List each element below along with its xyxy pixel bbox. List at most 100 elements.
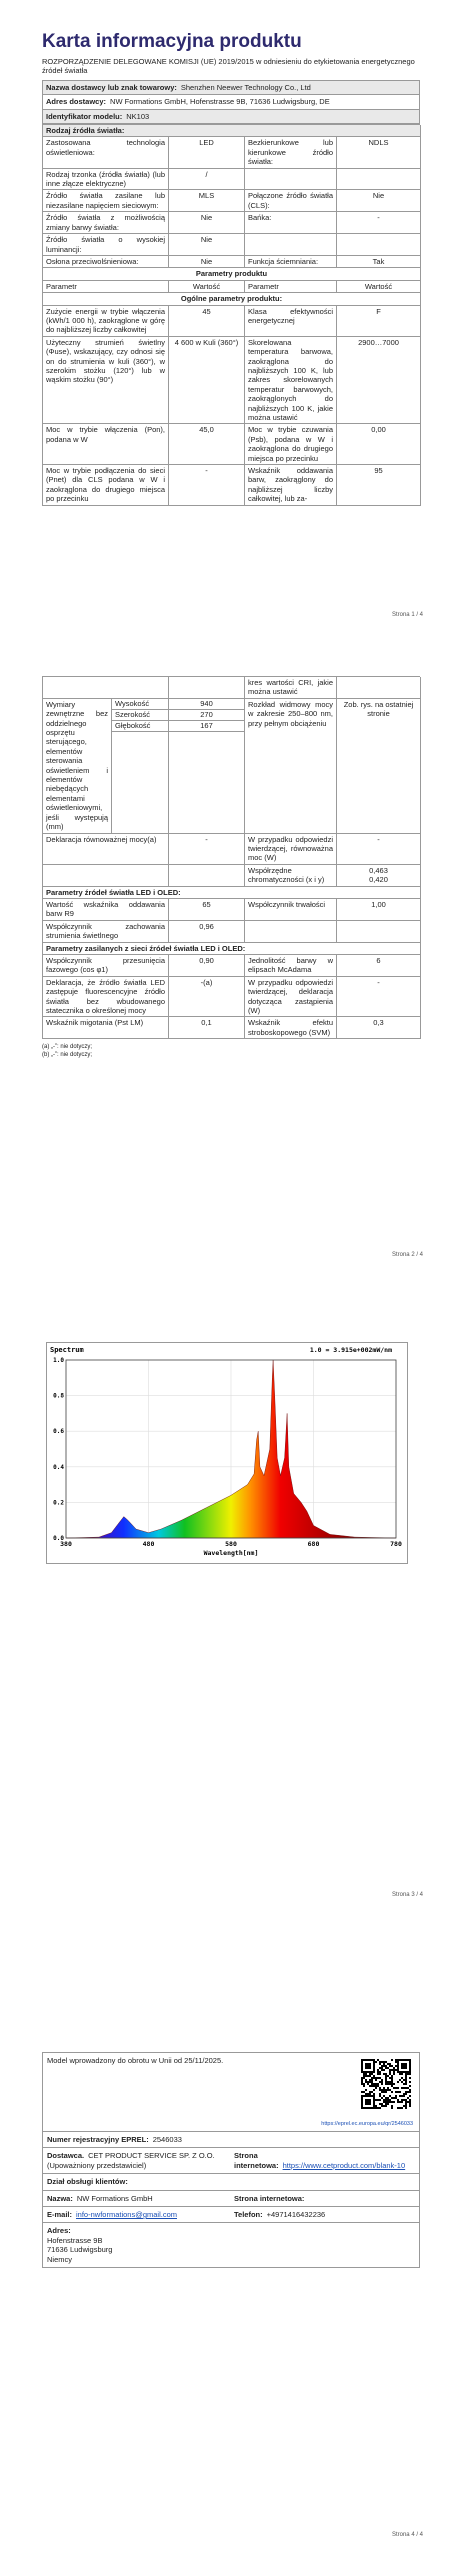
table-cell [245,168,337,191]
qr-module [395,2087,397,2089]
qr-module [365,2071,367,2073]
y-tick-label: 0.4 [53,1464,64,1471]
table-cell: MLS [169,190,245,213]
dimension-label: Wymiary zewnętrzne bez oddzielnego osprz… [43,698,112,833]
qr-module [403,2059,405,2061]
qr-module [389,2069,391,2071]
qr-module [385,2103,387,2105]
table-cell: 0,463 0,420 [337,864,421,887]
qr-module [371,2095,373,2097]
table-cell: Deklaracja, że źródło światła LED zastęp… [43,976,169,1018]
qr-module [393,2069,395,2071]
table-cell: - [337,833,421,865]
labeled-field: Adres dostawcy: NW Formations GmbH, Hofen… [43,95,419,110]
qr-module [369,2079,371,2081]
title: Karta informacyjna produktu [42,31,302,52]
qr-module [367,2067,369,2069]
qr-module [367,2081,369,2083]
dimension-name: Szerokość [112,710,168,721]
qr-module [391,2097,393,2099]
qr-module [375,2099,377,2101]
table-cell: - [169,465,245,506]
qr-module [361,2107,363,2109]
qr-module [405,2083,407,2085]
qr-module [361,2069,363,2071]
qr-module [367,2065,369,2067]
qr-module [409,2091,411,2093]
qr-module [405,2103,407,2105]
qr-module [401,2107,403,2109]
qr-module [365,2067,367,2069]
qr-module [391,2091,393,2093]
supplier-row: Dostawca. CET PRODUCT SERVICE SP. Z O.O. … [43,2148,419,2175]
qr-module [401,2077,403,2079]
qr-module [379,2081,381,2083]
qr-module [369,2059,371,2061]
qr-module [387,2089,389,2091]
qr-module [405,2093,407,2095]
qr-module [387,2081,389,2083]
field-value: Shenzhen Neewer Technology Co., Ltd [180,82,311,92]
qr-module [405,2107,407,2109]
qr-module [365,2059,367,2061]
qr-module [361,2101,363,2103]
table-cell: 0,1 [169,1017,245,1040]
sheet: Model wprowadzony do obrotu w Unii od 25… [42,2052,420,2269]
table-cell: Funkcja ściemniania: [245,255,337,269]
qr-module [379,2103,381,2105]
qr-module [377,2077,379,2079]
field-value: NK103 [126,111,150,121]
qr-module [361,2105,363,2107]
qr-module [369,2093,371,2095]
field-label: Adres dostawcy: [46,97,107,107]
qr-module [385,2061,387,2063]
eprel-link[interactable]: https://eprel.ec.europa.eu/qr/2546033 [321,2120,413,2127]
qr-module [409,2105,411,2107]
y-tick-label: 1.0 [53,1357,64,1364]
dimension-value: 270 [169,710,244,721]
table-cell: - [337,976,421,1018]
qr-module [377,2085,379,2087]
table-cell: Wymiary zewnętrzne bez oddzielnego osprz… [43,698,169,834]
table-cell: Współrzędne chromatyczności (x i y) [245,864,337,887]
qr-module [383,2063,385,2065]
qr-module [389,2071,391,2073]
qr-module [405,2101,407,2103]
qr-module [369,2101,371,2103]
qr-module [383,2061,385,2063]
qr-code [361,2059,411,2109]
field-value: NW Formations GmbH [76,2193,153,2203]
field-label: Nazwa dostawcy lub znak towarowy: [46,82,177,92]
qr-module [383,2069,385,2071]
qr-module [379,2067,381,2069]
qr-module [381,2061,383,2063]
field-value[interactable]: info-nwformations@gmail.com [76,2210,177,2220]
qr-module [385,2079,387,2081]
table-cell: Nie [169,255,245,269]
table-cell: 0,90 [169,954,245,977]
qr-module [371,2071,373,2073]
qr-module [367,2063,369,2065]
qr-module [361,2071,363,2073]
qr-module [369,2075,371,2077]
qr-module [375,2079,377,2081]
qr-module [373,2083,375,2085]
qr-module [403,2063,405,2065]
qr-module [371,2077,373,2079]
dimension-value: 167 [169,721,244,732]
qr-module [377,2083,379,2085]
qr-module [383,2087,385,2089]
field-label: Strona internetowa: [234,2193,305,2203]
table-cell: Skorelowana temperatura barwowa, zaokrąg… [245,336,337,425]
qr-module [389,2063,391,2065]
table-cell [43,677,169,699]
qr-module [405,2077,407,2079]
field-value[interactable]: https://www.cetproduct.com/blank-10 [282,2160,406,2170]
table-cell: Współczynnik przesunięcia fazowego (cos … [43,954,169,977]
qr-module [389,2083,391,2085]
qr-module [385,2077,387,2079]
table-cell: Nie [169,212,245,235]
regulation: ROZPORZĄDZENIE DELEGOWANE KOMISJI (UE) 2… [42,57,415,76]
table-cell: kres wartości CRI, jakie można ustawić [245,677,337,699]
qr-module [369,2067,371,2069]
